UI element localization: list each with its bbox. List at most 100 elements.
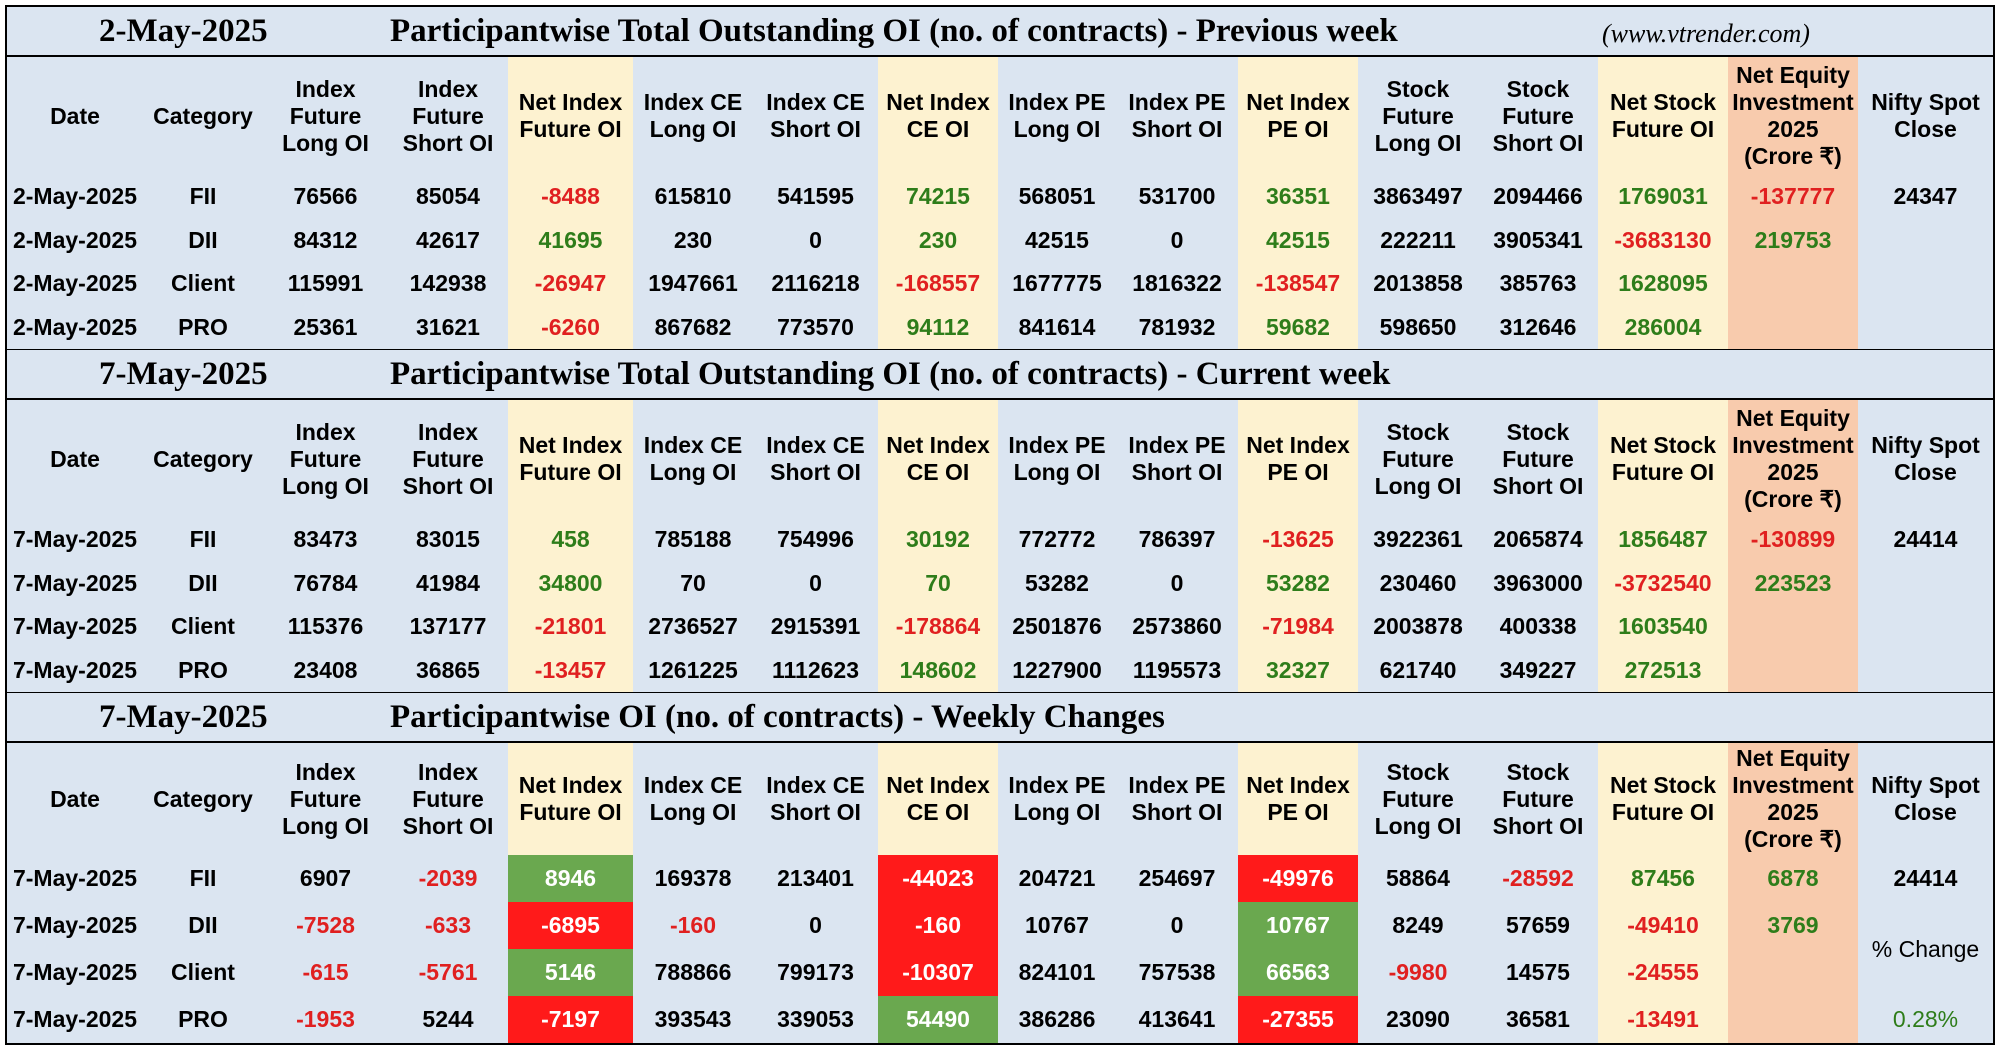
stock-future-long-oi-header: Stock Future Long OI [1358, 57, 1478, 175]
nifty-spot-close-value: 24414 [1858, 518, 1993, 562]
header-line: Future [289, 102, 362, 129]
net-equity-investment: 6878 [1728, 855, 1858, 902]
net-equity-investment-header: Net Equity Investment 2025 (Crore ₹) [1728, 743, 1858, 855]
index-pe-short-oi: 1816322 [1116, 262, 1238, 306]
category-header: Category [143, 400, 263, 518]
nifty-spot-close-value [1858, 262, 1993, 306]
net-index-ce-oi: 54490 [878, 996, 998, 1043]
net-index-pe-oi: -13625 [1238, 518, 1358, 562]
date-header: Date [7, 743, 143, 855]
category-header: Category [143, 743, 263, 855]
net-stock-future-oi: 87456 [1598, 855, 1728, 902]
index-pe-short-oi: 0 [1116, 902, 1238, 949]
index-pe-long-oi: 42515 [998, 218, 1116, 262]
nifty-spot-close-value [1858, 648, 1993, 692]
index-future-short-oi-header: Index Future Short OI [388, 400, 508, 518]
index-ce-long-oi: 2736527 [633, 605, 753, 649]
header-line: Short OI [1492, 129, 1584, 156]
header-line: Long OI [1374, 472, 1462, 499]
net-index-future-oi: -7197 [508, 996, 633, 1043]
stock-future-long-oi: 621740 [1358, 648, 1478, 692]
header-line: Long OI [282, 472, 369, 499]
index-pe-short-oi-header: Index PE Short OI [1116, 57, 1238, 175]
header-line: Net Index [518, 432, 623, 458]
row-date: 7-May-2025 [7, 949, 143, 996]
net-index-future-oi: -8488 [508, 175, 633, 219]
index-pe-long-oi: 1227900 [998, 648, 1116, 692]
net-index-ce-oi-header: Net Index CE OI [878, 57, 998, 175]
net-equity-investment [1728, 996, 1858, 1043]
index-future-long-oi-header: Index Future Long OI [263, 400, 388, 518]
index-future-short-oi-header: Index Future Short OI [388, 57, 508, 175]
index-future-short-oi: 5244 [388, 996, 508, 1043]
index-future-short-oi: 137177 [388, 605, 508, 649]
nifty-spot-close-value [1858, 305, 1993, 349]
index-ce-long-oi: -160 [633, 902, 753, 949]
index-future-short-oi: -633 [388, 902, 508, 949]
index-ce-long-oi: 169378 [633, 855, 753, 902]
header-line: Index PE [1128, 432, 1226, 458]
net-equity-investment: 219753 [1728, 218, 1858, 262]
table-row: 7-May-2025 DII -7528 -633 -6895 -160 0 -160 1076… [7, 902, 1993, 996]
date-header: Date [7, 57, 143, 175]
table-row: 2-May-2025 FII 76566 85054 -8488 615810 541595… [7, 175, 1993, 219]
index-pe-short-oi-header: Index PE Short OI [1116, 743, 1238, 855]
website-credit: (www.vtrender.com) [1602, 19, 1810, 48]
net-equity-investment [1728, 949, 1858, 996]
net-index-pe-oi: 32327 [1238, 648, 1358, 692]
header-line: Future [1502, 445, 1574, 472]
header-line: Category [153, 445, 253, 472]
net-index-future-oi-header: Net Index Future OI [508, 743, 633, 855]
net-index-future-oi-header: Net Index Future OI [508, 400, 633, 518]
index-pe-short-oi: 2573860 [1116, 605, 1238, 649]
index-pe-long-oi-header: Index PE Long OI [998, 743, 1116, 855]
index-pe-long-oi: 2501876 [998, 605, 1116, 649]
header-line: Date [50, 445, 100, 472]
index-ce-long-oi-header: Index CE Long OI [633, 400, 753, 518]
row-category: Client [143, 262, 263, 306]
header-line: Stock [1386, 75, 1450, 102]
index-ce-short-oi: 2116218 [753, 262, 878, 306]
previous-week-table: Date Category Index Future Long OI Index Futur… [7, 57, 1993, 350]
nifty-spot-close-header: Nifty Spot Close [1858, 400, 1993, 518]
net-index-future-oi: 458 [508, 518, 633, 562]
index-ce-short-oi: 213401 [753, 855, 878, 902]
stock-future-short-oi: -28592 [1478, 855, 1598, 902]
header-line: Long OI [282, 129, 369, 156]
table-row: 7-May-2025 FII 6907 -2039 8946 169378 213401 -4… [7, 855, 1993, 902]
header-line: Index [295, 75, 356, 102]
net-index-pe-oi: 42515 [1238, 218, 1358, 262]
index-future-short-oi: 36865 [388, 648, 508, 692]
index-ce-long-oi: 867682 [633, 305, 753, 349]
header-line: Short OI [1492, 472, 1584, 499]
table-row: 2-May-2025 PRO 25361 31621 -6260 867682 773570… [7, 305, 1993, 349]
net-index-future-oi: -6260 [508, 305, 633, 349]
header-line: Short OI [402, 129, 494, 156]
net-equity-investment: -137777 [1728, 175, 1858, 219]
stock-future-short-oi: 57659 [1478, 902, 1598, 949]
index-future-long-oi: -7528 [263, 902, 388, 949]
header-line: Net Index [518, 772, 623, 798]
row-category: FII [143, 518, 263, 562]
stock-future-short-oi-header: Stock Future Short OI [1478, 400, 1598, 518]
net-stock-future-oi-header: Net Stock Future OI [1598, 400, 1728, 518]
header-line: Index CE [766, 89, 865, 115]
row-category: PRO [143, 648, 263, 692]
nifty-spot-close-value: 24414 [1858, 855, 1993, 902]
index-pe-short-oi: 0 [1116, 561, 1238, 605]
index-ce-short-oi-header: Index CE Short OI [753, 57, 878, 175]
table-row: 2-May-2025 DII 84312 42617 41695 230 0 230 42515… [7, 218, 1993, 262]
stock-future-short-oi-header: Stock Future Short OI [1478, 57, 1598, 175]
index-future-short-oi: -2039 [388, 855, 508, 902]
header-line: Future OI [519, 116, 622, 142]
net-index-pe-oi: -49976 [1238, 855, 1358, 902]
section-title: Participantwise Total Outstanding OI (no… [390, 13, 1398, 49]
net-index-pe-oi: 36351 [1238, 175, 1358, 219]
index-pe-long-oi: 1677775 [998, 262, 1116, 306]
header-line: Future [1382, 785, 1454, 812]
percent-change-label: % Change [1858, 902, 1993, 996]
index-ce-long-oi: 785188 [633, 518, 753, 562]
table-row: 7-May-2025 FII 83473 83015 458 785188 754996 30… [7, 518, 1993, 562]
net-index-future-oi: -21801 [508, 605, 633, 649]
index-ce-short-oi: 0 [753, 902, 878, 949]
